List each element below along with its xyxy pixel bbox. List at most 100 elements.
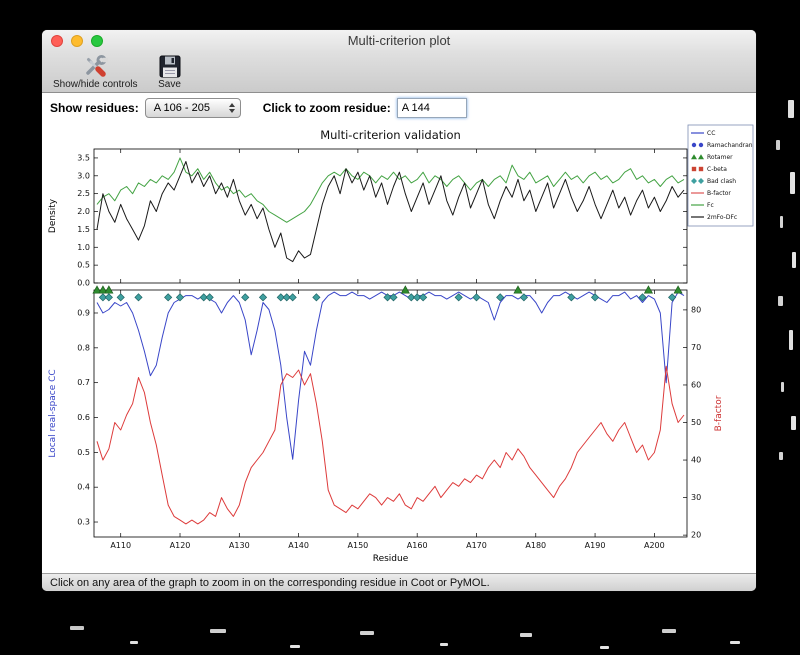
save-label: Save bbox=[158, 79, 181, 90]
marker-Bad clash bbox=[519, 293, 529, 302]
top-axes bbox=[93, 148, 688, 284]
svg-text:0.9: 0.9 bbox=[77, 308, 90, 317]
marker-Rotamer bbox=[98, 285, 108, 294]
svg-text:3.0: 3.0 bbox=[77, 171, 90, 180]
svg-text:40: 40 bbox=[691, 456, 701, 465]
svg-text:A150: A150 bbox=[348, 541, 369, 550]
marker-Bad clash bbox=[276, 293, 285, 302]
status-text: Click on any area of the graph to zoom i… bbox=[50, 576, 490, 589]
svg-text:A170: A170 bbox=[466, 541, 487, 550]
marker-Bad clash bbox=[383, 293, 392, 302]
minimize-button[interactable] bbox=[71, 35, 83, 47]
marker-Bad clash bbox=[288, 293, 297, 302]
tools-icon bbox=[82, 54, 109, 79]
app-window: Multi-criterion plot Show/hide controls bbox=[42, 30, 756, 591]
svg-text:Density: Density bbox=[48, 198, 58, 233]
marker-Bad clash bbox=[98, 293, 108, 302]
bottom-axes bbox=[93, 289, 688, 538]
title-bar[interactable]: Multi-criterion plot bbox=[42, 30, 756, 52]
marker-Bad clash bbox=[164, 293, 173, 302]
svg-text:50: 50 bbox=[691, 418, 701, 427]
marker-Bad clash bbox=[590, 293, 600, 302]
svg-text:A200: A200 bbox=[644, 541, 665, 550]
svg-text:A190: A190 bbox=[585, 541, 606, 550]
controls-bar: Show residues: A 106 - 205 Click to zoom… bbox=[42, 93, 756, 123]
marker-Bad clash bbox=[472, 293, 481, 302]
svg-text:0.4: 0.4 bbox=[77, 483, 90, 492]
svg-text:30: 30 bbox=[691, 493, 701, 502]
legend bbox=[687, 124, 754, 227]
marker-Bad clash bbox=[199, 293, 208, 302]
svg-text:60: 60 bbox=[691, 380, 701, 389]
svg-text:0.7: 0.7 bbox=[77, 378, 90, 387]
svg-text:B-factor: B-factor bbox=[707, 190, 731, 197]
marker-Bad clash bbox=[282, 293, 291, 302]
svg-text:20: 20 bbox=[691, 531, 701, 540]
zoom-residue-input[interactable] bbox=[396, 98, 467, 118]
svg-text:3.5: 3.5 bbox=[77, 153, 90, 162]
show-hide-controls-label: Show/hide controls bbox=[53, 79, 138, 90]
svg-text:Local real-space CC: Local real-space CC bbox=[48, 369, 58, 457]
marker-Bad clash bbox=[312, 293, 321, 302]
svg-text:Ramachandran: Ramachandran bbox=[707, 142, 753, 149]
svg-text:CC: CC bbox=[707, 130, 715, 137]
marker-Bad clash bbox=[407, 293, 416, 302]
svg-text:Fc: Fc bbox=[707, 202, 714, 209]
svg-text:70: 70 bbox=[691, 343, 701, 352]
residue-range-dropdown[interactable]: A 106 - 205 bbox=[144, 98, 241, 118]
marker-Rotamer bbox=[92, 285, 102, 294]
marker-Bad clash bbox=[496, 293, 505, 302]
svg-text:A130: A130 bbox=[229, 541, 250, 550]
svg-text:0.8: 0.8 bbox=[77, 343, 90, 352]
series-B-factor bbox=[96, 365, 685, 525]
svg-text:B-factor: B-factor bbox=[714, 395, 724, 431]
plot-region[interactable]: Multi-criterion validation 0.0 0.5 1.0 1.5 2.… bbox=[42, 123, 756, 573]
status-bar: Click on any area of the graph to zoom i… bbox=[42, 573, 756, 591]
popup-arrows-icon bbox=[228, 103, 235, 113]
svg-text:A120: A120 bbox=[170, 541, 191, 550]
multi-criterion-figure[interactable]: Multi-criterion validation 0.0 0.5 1.0 1.5 2.… bbox=[42, 123, 754, 573]
svg-text:0.6: 0.6 bbox=[77, 413, 90, 422]
svg-text:1.0: 1.0 bbox=[77, 243, 90, 252]
svg-text:Residue: Residue bbox=[373, 554, 409, 564]
show-hide-controls-button[interactable]: Show/hide controls bbox=[50, 53, 141, 91]
series-2mFo-DFc bbox=[96, 161, 685, 263]
svg-text:Bad clash: Bad clash bbox=[707, 178, 736, 185]
close-button[interactable] bbox=[51, 35, 63, 47]
svg-text:A180: A180 bbox=[525, 541, 546, 550]
svg-text:0.5: 0.5 bbox=[77, 261, 90, 270]
marker-Bad clash bbox=[134, 293, 143, 302]
marker-Bad clash bbox=[175, 293, 185, 302]
marker-Rotamer bbox=[513, 285, 523, 294]
svg-text:Multi-criterion validation: Multi-criterion validation bbox=[320, 128, 461, 142]
show-residues-label: Show residues: bbox=[50, 101, 139, 115]
svg-text:0.3: 0.3 bbox=[77, 518, 90, 527]
svg-text:A160: A160 bbox=[407, 541, 428, 550]
residue-range-value: A 106 - 205 bbox=[153, 102, 210, 114]
toolbar: Show/hide controls Save bbox=[42, 52, 756, 93]
marker-Rotamer bbox=[400, 285, 410, 294]
marker-Bad clash bbox=[419, 293, 428, 302]
save-button[interactable]: Save bbox=[155, 53, 185, 91]
marker-Bad clash bbox=[104, 293, 113, 302]
svg-text:A140: A140 bbox=[288, 541, 309, 550]
marker-Bad clash bbox=[638, 293, 647, 302]
marker-Bad clash bbox=[258, 293, 268, 302]
marker-Rotamer bbox=[104, 285, 114, 294]
series-Fc bbox=[96, 157, 685, 223]
svg-text:A110: A110 bbox=[110, 541, 131, 550]
zoom-residue-label: Click to zoom residue: bbox=[262, 101, 391, 115]
marker-Bad clash bbox=[413, 293, 422, 302]
marker-Bad clash bbox=[205, 293, 214, 302]
svg-text:C-beta: C-beta bbox=[707, 166, 727, 173]
svg-text:80: 80 bbox=[691, 305, 701, 314]
zoom-button[interactable] bbox=[91, 35, 103, 47]
svg-text:1.5: 1.5 bbox=[77, 225, 90, 234]
svg-text:2mFo-DFc: 2mFo-DFc bbox=[707, 214, 737, 221]
marker-Rotamer bbox=[673, 285, 683, 294]
window-title: Multi-criterion plot bbox=[347, 33, 451, 48]
marker-Rotamer bbox=[643, 285, 654, 294]
marker-Bad clash bbox=[454, 293, 463, 302]
svg-text:0.5: 0.5 bbox=[77, 448, 90, 457]
marker-Bad clash bbox=[241, 293, 250, 302]
